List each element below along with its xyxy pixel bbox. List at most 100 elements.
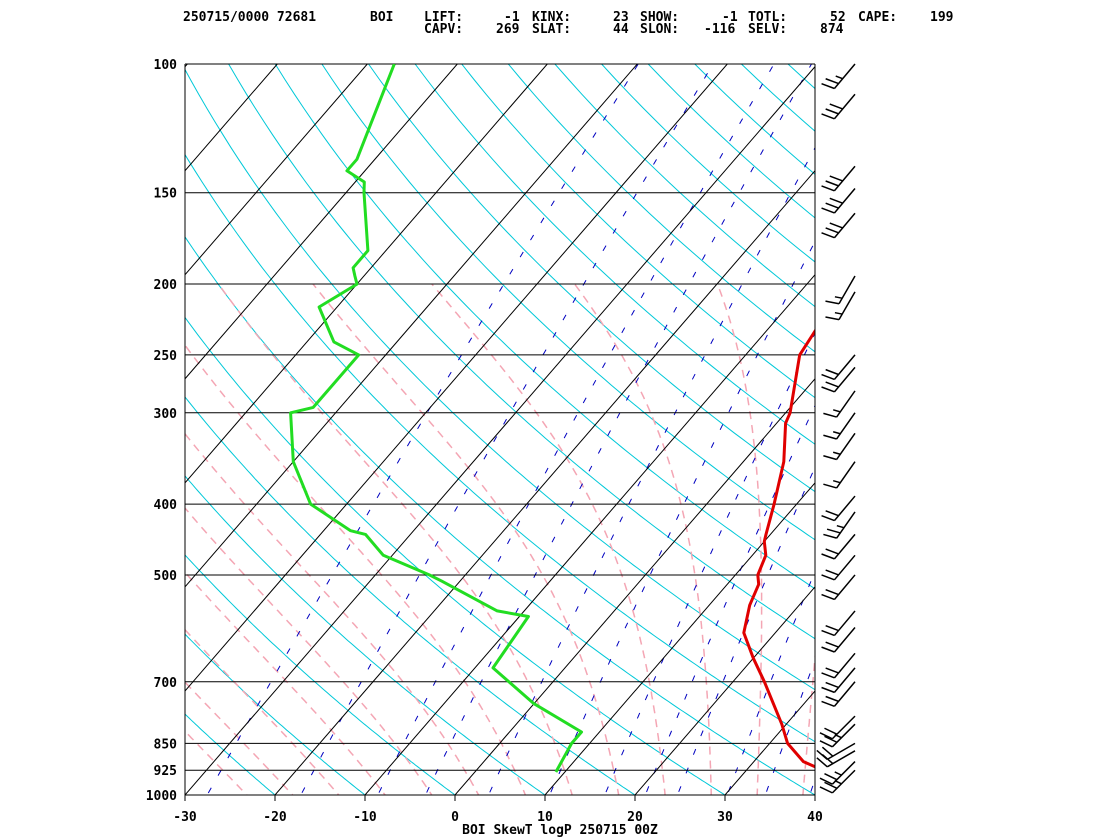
wind-barb-feather — [821, 700, 835, 707]
wind-barb-staff — [833, 610, 856, 636]
wind-barb — [821, 574, 856, 601]
wind-barb-feather — [821, 185, 835, 192]
isotherm-line — [185, 64, 458, 380]
isotherm-line — [185, 64, 548, 484]
dry-adiabat-line — [185, 554, 456, 795]
wind-barb — [821, 495, 856, 522]
moist-adiabat-line — [185, 432, 480, 795]
wind-barb-feather — [825, 300, 840, 305]
isotherm-line — [185, 64, 728, 692]
header-field: SLON: — [640, 22, 680, 37]
wind-barb-feather — [819, 786, 833, 794]
wind-barb-feather — [825, 588, 839, 596]
mixing-ratio-line — [424, 64, 812, 795]
temperature-tick-label: 10 — [537, 810, 553, 825]
wind-barb-feather — [825, 368, 839, 376]
sounding-header: 250715/0000 72681 BOI LIFT: -1 KINX: 23 SHOW: -… — [0, 0, 1120, 48]
isotherm-line — [544, 482, 815, 795]
wind-barb — [821, 554, 856, 581]
dry-adiabat-line — [647, 64, 815, 219]
wind-barb-feather — [825, 381, 839, 388]
wind-barb-feather — [832, 431, 841, 435]
dry-adiabat-line — [185, 68, 815, 691]
wind-barb-staff — [833, 165, 856, 192]
wind-barb-feather — [825, 695, 839, 703]
dry-adiabat-line — [185, 713, 276, 795]
wind-barb-feather — [835, 75, 843, 80]
wind-barb — [821, 533, 856, 560]
temperature-tick-label: -20 — [263, 810, 287, 825]
wind-barb — [823, 461, 856, 489]
dry-adiabat-line — [185, 794, 186, 795]
wind-barb-feather — [829, 222, 843, 229]
wind-barb-feather — [824, 727, 838, 735]
moist-adiabat-line — [185, 571, 387, 795]
pressure-tick-label: 500 — [154, 569, 178, 584]
wind-barb-staff — [833, 574, 856, 600]
wind-barb-feather — [821, 386, 835, 393]
dewpoint-profile-line — [289, 64, 583, 773]
moist-adiabats — [185, 283, 815, 795]
wind-barb-staff — [838, 291, 856, 320]
temperature-tick-label: 0 — [451, 810, 459, 825]
temperature-tick-label: 20 — [627, 810, 643, 825]
pressure-tick-label: 925 — [154, 764, 177, 779]
wind-barb — [816, 750, 856, 768]
isotherm-line — [185, 64, 638, 588]
wind-barb-feather — [821, 207, 835, 214]
wind-barb-feather — [825, 641, 839, 648]
temperature-tick-label: -10 — [353, 810, 377, 825]
header-field: 269 — [496, 22, 520, 37]
wind-barb-feather — [832, 479, 841, 484]
wind-barb-staff — [833, 63, 856, 89]
wind-barb-staff — [833, 627, 856, 653]
wind-barb-feather — [825, 180, 839, 187]
mixing-ratio-line — [549, 240, 815, 795]
wind-barb-staff — [833, 652, 856, 679]
header-field: 52 — [830, 10, 846, 25]
wind-barb-feather — [823, 412, 837, 418]
wind-barb-feather — [825, 548, 839, 555]
wind-barb-feather — [834, 296, 843, 299]
wind-barb-staff — [833, 495, 856, 522]
header-field: CAPE: — [858, 10, 898, 25]
wind-barb-feather — [829, 175, 843, 182]
moist-adiabat-line — [185, 343, 527, 795]
wind-barb — [823, 511, 856, 539]
wind-barb — [823, 390, 856, 418]
isotherm-line — [634, 586, 815, 795]
wind-barb — [821, 681, 856, 707]
isotherm-line — [185, 65, 815, 795]
wind-barb — [825, 275, 856, 305]
wind-barb-feather — [823, 455, 837, 461]
isotherm-line — [814, 794, 815, 795]
mixing-ratio-line — [604, 331, 815, 795]
wind-barb-feather — [821, 113, 835, 120]
wind-barb-feather — [819, 732, 833, 740]
dry-adiabat-line — [694, 64, 815, 175]
dry-adiabat-line — [274, 64, 815, 590]
isotherm-line — [185, 64, 368, 276]
dry-adiabat-line — [1000, 48, 1120, 811]
isotherm-line — [0, 64, 97, 795]
dry-adiabat-line — [955, 48, 1120, 811]
temperature-tick-label: 40 — [807, 810, 823, 825]
wind-barb-staff — [833, 93, 856, 120]
wind-barb-feather — [825, 202, 839, 209]
wind-barb-staff — [831, 723, 856, 748]
mixing-ratio-line — [206, 64, 639, 795]
pressure-tick-label: 250 — [154, 349, 178, 364]
wind-barb-feather — [825, 624, 839, 632]
header-field: CAPV: — [424, 22, 464, 37]
pressure-tick-label: 200 — [154, 278, 178, 293]
wind-barb-feather — [823, 483, 837, 489]
pressure-tick-label: 700 — [154, 676, 178, 691]
header-field: SLAT: — [532, 22, 572, 37]
header-field: KINX: — [532, 10, 572, 25]
header-field: -116 — [704, 22, 736, 37]
temperature-axis: -30 -20 -10 0 10 20 30 40 — [173, 795, 823, 825]
wind-barb-staff — [833, 187, 856, 214]
wind-barb-feather — [821, 646, 835, 653]
header-field: LIFT: — [424, 10, 464, 25]
